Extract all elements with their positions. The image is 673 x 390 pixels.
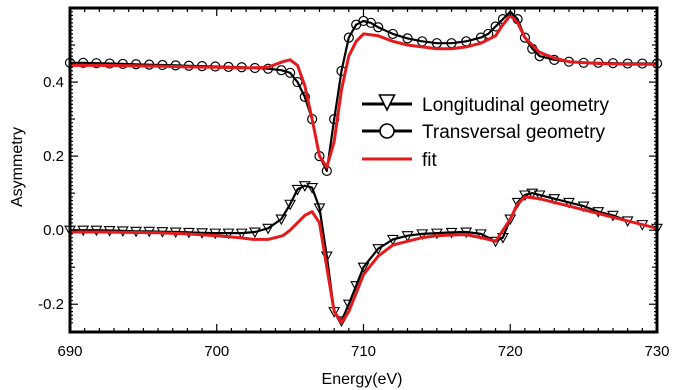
- data-point-longitudinal-geometry: [416, 229, 429, 241]
- data-point-longitudinal-geometry: [518, 190, 531, 202]
- x-tick-label: 710: [351, 343, 376, 360]
- data-point-longitudinal-geometry: [298, 181, 311, 192]
- data-point-longitudinal-geometry: [460, 227, 473, 239]
- data-point-longitudinal-geometry: [284, 199, 297, 211]
- legend-label-fit: fit: [422, 150, 438, 171]
- legend: Longitudinal geometry Transversal geomet…: [362, 94, 609, 171]
- data-point-longitudinal-geometry: [474, 229, 487, 241]
- data-point-longitudinal-geometry: [248, 227, 261, 239]
- axis-ticks: [69, 7, 658, 332]
- data-point-transversal-geometry: [104, 58, 115, 69]
- data-point-transversal-geometry: [343, 32, 354, 43]
- legend-label-transversal: Transversal geometry: [422, 122, 606, 143]
- legend-marker-triangle: [378, 94, 396, 112]
- x-axis-label: Energy(eV): [322, 371, 403, 388]
- data-point-transversal-geometry: [130, 59, 142, 70]
- x-tick-label: 720: [498, 343, 523, 360]
- data-point-transversal-geometry: [387, 28, 398, 40]
- data-point-longitudinal-geometry: [504, 214, 517, 226]
- y-tick-label: 0.2: [43, 148, 64, 165]
- data-point-longitudinal-geometry: [372, 244, 385, 255]
- legend-entry-fit: fit: [362, 150, 438, 171]
- data-point-longitudinal-geometry: [526, 188, 539, 200]
- data-point-transversal-geometry: [285, 67, 296, 78]
- data-point-longitudinal-geometry: [445, 227, 458, 239]
- data-point-longitudinal-geometry: [291, 184, 304, 196]
- data-point-transversal-geometry: [365, 17, 376, 28]
- data-point-longitudinal-geometry: [275, 214, 288, 226]
- data-point-longitudinal-geometry: [496, 233, 509, 244]
- x-tick-label: 730: [644, 343, 669, 360]
- data-point-longitudinal-geometry: [533, 190, 546, 202]
- y-tick-label: 0.0: [43, 222, 64, 239]
- data-point-longitudinal-geometry: [306, 183, 319, 194]
- data-point-longitudinal-geometry: [209, 228, 222, 240]
- data-point-longitudinal-geometry: [235, 228, 248, 240]
- data-point-transversal-geometry: [519, 32, 531, 43]
- data-point-longitudinal-geometry: [357, 262, 370, 274]
- data-point-transversal-geometry: [402, 33, 413, 44]
- tick-labels: 690 700 710 720 730 -0.2 0.0 0.2 0.4: [38, 74, 669, 360]
- data-point-longitudinal-geometry: [401, 231, 414, 242]
- data-point-longitudinal-geometry: [577, 201, 590, 213]
- data-point-longitudinal-geometry: [262, 223, 275, 235]
- data-point-transversal-geometry: [358, 15, 369, 27]
- legend-label-longitudinal: Longitudinal geometry: [422, 95, 609, 116]
- data-point-transversal-geometry: [91, 58, 102, 69]
- data-point-longitudinal-geometry: [430, 228, 443, 240]
- data-point-longitudinal-geometry: [548, 194, 561, 205]
- data-point-transversal-geometry: [78, 57, 89, 68]
- legend-marker-circle: [379, 123, 395, 139]
- data-point-longitudinal-geometry: [222, 228, 235, 240]
- legend-entry-transversal: Transversal geometry: [362, 122, 606, 143]
- y-tick-label: -0.2: [38, 296, 64, 313]
- data-point-transversal-geometry: [373, 22, 384, 33]
- series-line-fit-3: [70, 195, 658, 325]
- x-tick-label: 700: [204, 343, 229, 360]
- plot-curves: [64, 6, 663, 328]
- y-tick-label: 0.4: [43, 74, 64, 91]
- data-point-longitudinal-geometry: [563, 197, 575, 209]
- data-point-longitudinal-geometry: [386, 234, 399, 246]
- series-line-fit-2: [70, 13, 657, 169]
- legend-entry-longitudinal: Longitudinal geometry: [362, 94, 609, 116]
- x-tick-label: 690: [57, 343, 82, 360]
- data-point-longitudinal-geometry: [313, 203, 326, 215]
- y-axis-label: Asymmetry: [9, 127, 26, 207]
- data-point-transversal-geometry: [117, 58, 128, 70]
